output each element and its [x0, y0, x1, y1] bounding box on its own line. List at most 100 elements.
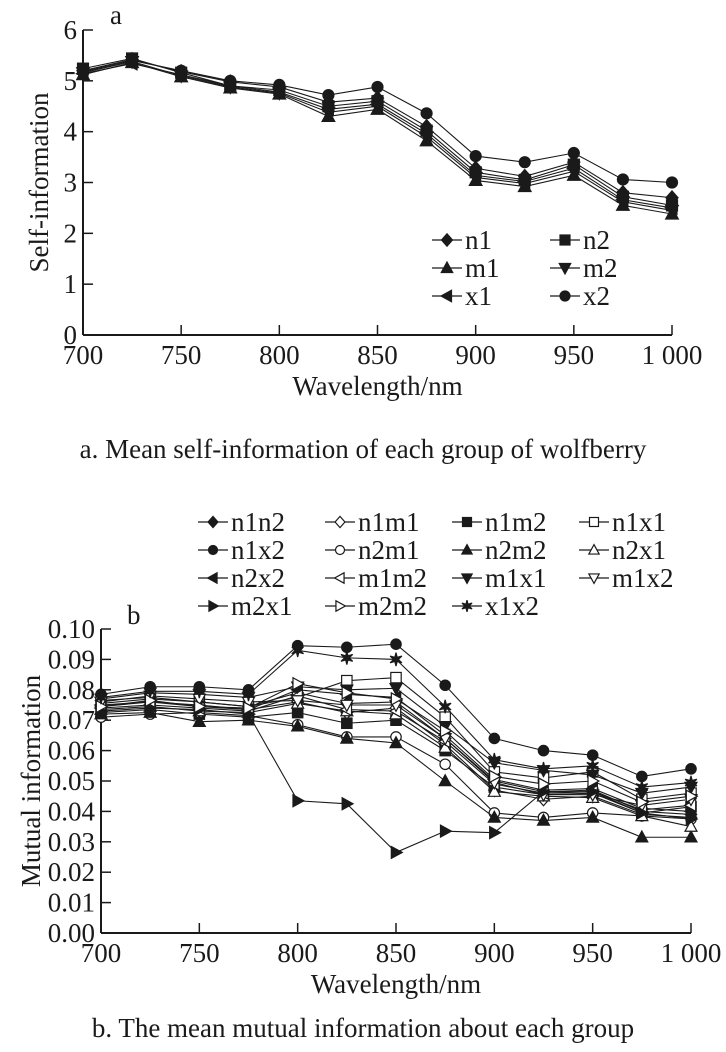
a-point-x2 [76, 65, 90, 78]
a-point-x1 [664, 200, 678, 216]
b-point-n1x2 [636, 770, 648, 783]
b-legend-marker-m2m2 [335, 599, 347, 613]
a-x-tick-label: 900 [455, 340, 496, 370]
b-legend-item-n2m2: n2m2 [452, 535, 547, 565]
a-legend-label: n2 [583, 225, 610, 255]
b-point-m2m2 [292, 676, 306, 691]
b-point-m2m2 [489, 769, 502, 784]
a-point-x2 [175, 64, 188, 77]
b-point-m2x1 [587, 784, 601, 799]
a-point-x2 [420, 107, 433, 120]
a-x-tick-label: 750 [161, 340, 202, 370]
b-point-n2m2 [684, 829, 698, 843]
a-point-x1 [369, 96, 384, 112]
a-point-x2 [125, 54, 139, 67]
b-legend-item-m1m2: m1m2 [325, 563, 427, 593]
b-point-x1x2 [242, 687, 255, 702]
b-point-m2m2 [538, 777, 551, 792]
a-y-axis-title: Self-information [24, 92, 54, 272]
b-series-n2x1 [94, 695, 698, 832]
b-line-n2m1 [100, 712, 692, 820]
b-legend-label: n1m2 [485, 507, 547, 537]
b-point-n2m2 [585, 809, 600, 823]
b-y-tick-label: 0.01 [48, 888, 95, 918]
b-legend-item-m2m2: m2m2 [325, 591, 427, 621]
a-y-tick-label: 1 [64, 269, 78, 299]
a-legend: n1 n2 m1 m2 x1 x2 [432, 225, 618, 311]
a-point-x2 [322, 88, 335, 102]
b-point-n1x2 [390, 638, 402, 650]
b-y-tick-label: 0.05 [48, 766, 95, 796]
a-point-x2 [616, 173, 630, 186]
a-point-x1 [467, 168, 482, 183]
b-point-n2m1 [439, 758, 451, 771]
b-x-tick-label: 800 [277, 938, 318, 968]
b-point-n2m2 [192, 714, 207, 728]
b-y-axis-title: Mutual information [16, 674, 46, 887]
a-x-tick-label: 950 [554, 340, 595, 370]
a-point-x2 [469, 149, 482, 163]
b-point-m1x2 [290, 695, 305, 708]
a-legend-label: m1 [465, 253, 500, 283]
a-legend-marker-n1 [440, 232, 454, 248]
b-legend-marker-n2x1 [587, 543, 601, 555]
b-y-tick-label: 0.00 [48, 918, 95, 948]
b-x-tick-label: 750 [179, 938, 220, 968]
b-legend-marker-m1x1 [460, 573, 474, 585]
b-point-x1x2 [684, 775, 698, 790]
b-legend-label: n2m1 [358, 535, 420, 565]
b-point-n1x2 [537, 744, 550, 757]
a-y-tick-label: 6 [64, 15, 78, 45]
b-legend-item-n2x1: n2x1 [579, 535, 666, 565]
a-legend-label: x1 [465, 281, 492, 311]
a-x-tick-label: 800 [259, 340, 300, 370]
b-legend-marker-n1n2 [207, 515, 219, 529]
a-y-tick-label: 4 [64, 117, 78, 147]
b-series-m2m2 [95, 676, 699, 810]
b-point-x1x2 [537, 761, 550, 776]
b-legend-item-x1x2: x1x2 [452, 591, 539, 621]
a-legend-marker-m1 [440, 260, 454, 274]
b-legend-label: n1n2 [231, 507, 285, 537]
b-legend-label: n2x1 [612, 535, 666, 565]
b-x-tick-label: 1 000 [661, 938, 722, 968]
b-point-m2m2 [144, 693, 158, 708]
a-x-tick-label: 1 000 [642, 340, 703, 370]
a-point-x2 [567, 146, 580, 160]
b-x-tick-label: 700 [81, 938, 122, 968]
b-point-m2m2 [636, 795, 650, 810]
b-legend-item-m1x2: m1x2 [579, 563, 674, 593]
b-legend-marker-m2x1 [208, 599, 220, 613]
b-legend-marker-m1x2 [587, 573, 601, 585]
b-point-m2x1 [292, 793, 306, 808]
b-y-tick-label: 0.08 [48, 675, 95, 705]
a-legend-marker-n2 [559, 234, 571, 246]
b-y-tick-label: 0.03 [48, 827, 95, 857]
b-point-n1x2 [586, 749, 599, 761]
b-point-m2x1 [636, 805, 650, 820]
a-panel-label: a [110, 0, 122, 30]
b-y-tick-label: 0.10 [48, 614, 95, 644]
b-point-n1x2 [341, 641, 353, 654]
a-point-x1 [516, 174, 531, 189]
b-legend-item-n1m1: n1m1 [325, 507, 420, 537]
a-y-tick-label: 2 [64, 218, 78, 248]
b-x-tick-label: 950 [572, 938, 613, 968]
b-legend-item-n2m1: n2m1 [325, 535, 420, 565]
b-point-x1x2 [438, 699, 452, 714]
b-legend-item-m1x1: m1x1 [452, 563, 547, 593]
a-legend-marker-x1 [439, 289, 453, 303]
b-point-n2m2 [536, 813, 551, 826]
a-y-tick-label: 0 [64, 320, 78, 350]
a-legend-label: m2 [583, 253, 618, 283]
b-y-tick-label: 0.09 [48, 644, 95, 674]
a-legend-label: x2 [583, 281, 610, 311]
a-legend-item-x1: x1 [432, 281, 492, 311]
b-point-x1x2 [586, 758, 599, 773]
a-legend-item-x2: x2 [550, 281, 610, 311]
b-legend-label: x1x2 [485, 591, 539, 621]
b-legend-marker-m1m2 [333, 571, 345, 585]
b-point-m2x1 [685, 812, 699, 826]
b-point-m2x1 [341, 796, 355, 811]
a-legend-marker-m2 [558, 262, 572, 276]
